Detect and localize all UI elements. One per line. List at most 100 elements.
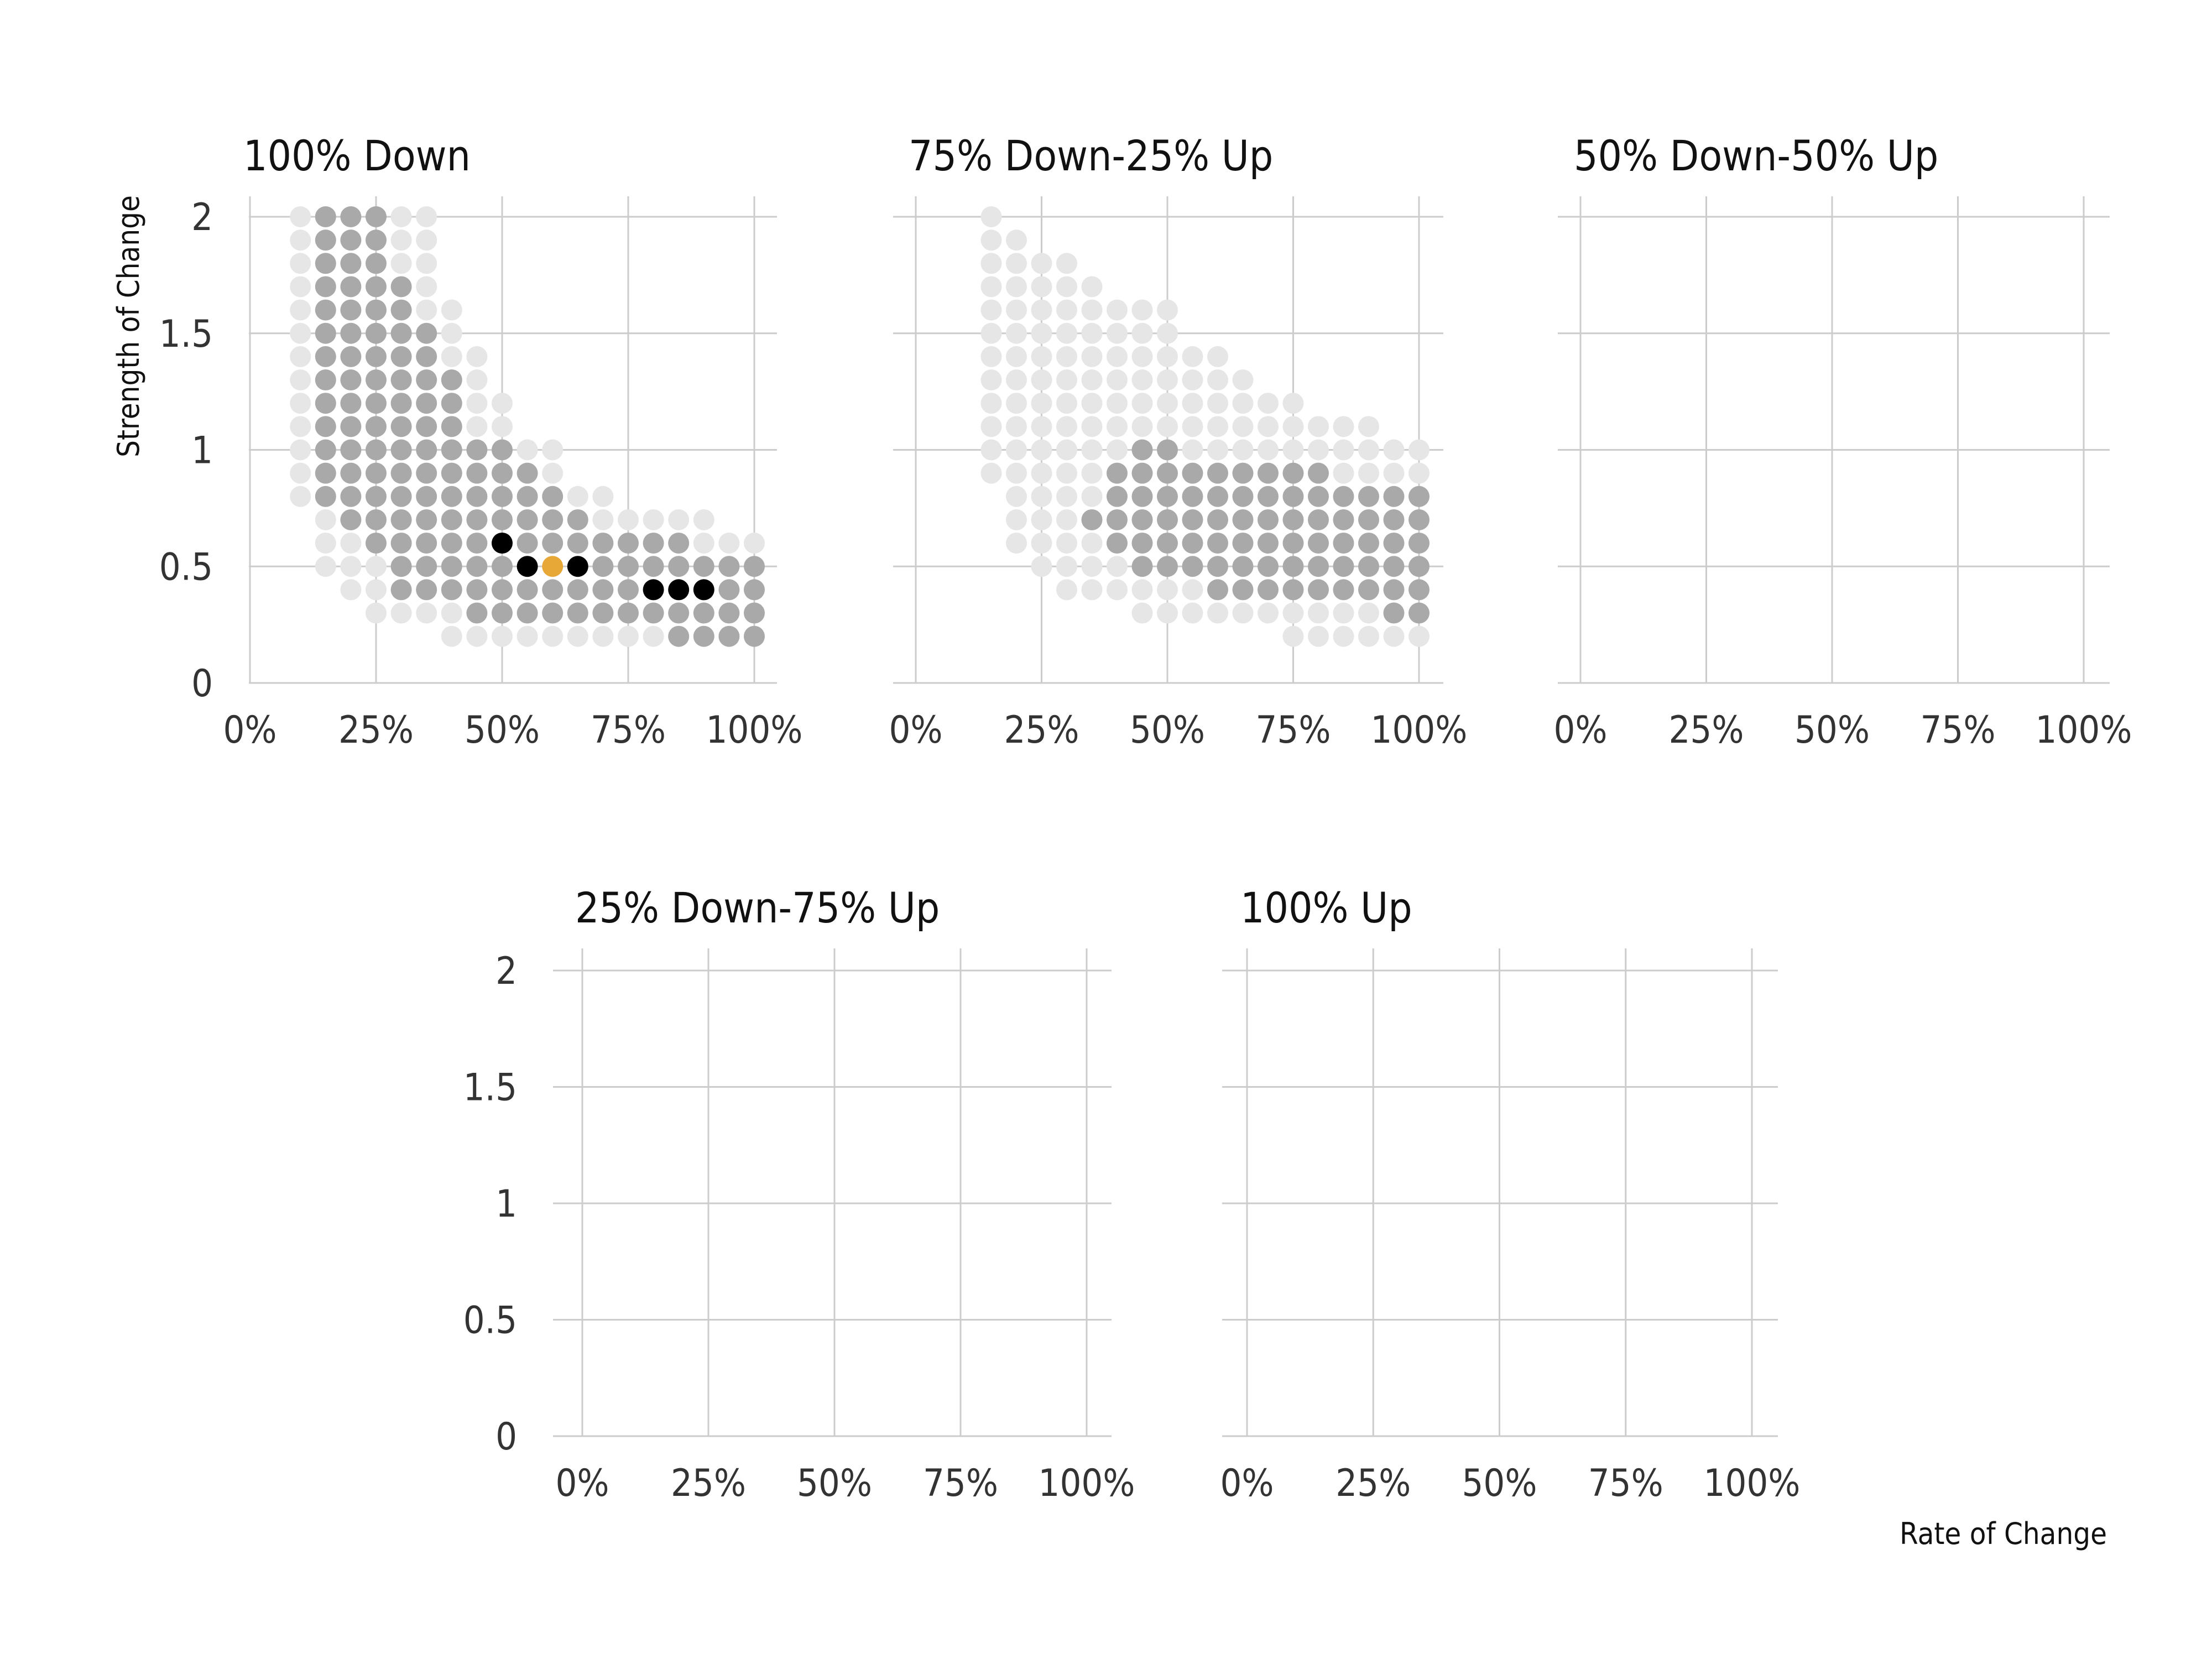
dot-light — [643, 625, 664, 647]
dot-light — [1131, 579, 1153, 601]
dot-light — [542, 625, 564, 647]
dot-light — [980, 253, 1002, 274]
dot-light — [466, 369, 488, 391]
dot-mid — [1258, 579, 1279, 601]
dot-light — [1031, 509, 1052, 530]
dot-mid — [366, 486, 387, 507]
x-tick-label: 25% — [1004, 708, 1079, 752]
dot-mid — [1081, 509, 1103, 530]
dot-mid — [592, 602, 614, 624]
dot-light — [1232, 416, 1254, 437]
dot-mid — [1232, 486, 1254, 507]
dot-mid — [517, 533, 538, 554]
dot-light — [980, 346, 1002, 367]
dot-light — [1056, 253, 1077, 274]
dot-mid — [1207, 533, 1228, 554]
dot-light — [1006, 322, 1027, 344]
dot-light — [592, 509, 614, 530]
y-tick-label: 1 — [495, 1182, 517, 1226]
x-tick-label: 0% — [889, 708, 942, 752]
dot-mid — [492, 602, 513, 624]
dot-light — [290, 276, 311, 298]
dot-mid — [366, 322, 387, 344]
dot-mid — [390, 393, 412, 414]
dot-mid — [340, 393, 362, 414]
dot-mid — [1358, 533, 1379, 554]
dot-light — [1056, 322, 1077, 344]
dot-mid — [340, 439, 362, 461]
dot-mid — [315, 369, 336, 391]
dot-light — [1333, 416, 1354, 437]
dot-mid — [390, 346, 412, 367]
x-tick-label: 100% — [706, 708, 803, 752]
dot-light — [290, 346, 311, 367]
dot-mid — [441, 393, 462, 414]
dot-mid — [1157, 556, 1178, 577]
dot-mid — [1308, 486, 1329, 507]
dot-light — [542, 439, 564, 461]
dot-light — [1333, 602, 1354, 624]
dot-mid — [1131, 439, 1153, 461]
dot-mid — [315, 229, 336, 251]
dot-mid — [668, 602, 690, 624]
dot-mid — [542, 486, 564, 507]
dot-light — [517, 439, 538, 461]
x-tick-label: 0% — [223, 708, 276, 752]
dot-light — [1081, 462, 1103, 484]
dot-black — [693, 579, 714, 601]
dot-mid — [1282, 533, 1304, 554]
dot-light — [1031, 416, 1052, 437]
dot-light — [1031, 322, 1052, 344]
x-tick-label: 50% — [1794, 708, 1870, 752]
dot-light — [1157, 369, 1178, 391]
dot-mid — [466, 486, 488, 507]
dot-light — [1056, 579, 1077, 601]
dot-mid — [340, 322, 362, 344]
dot-mid — [466, 556, 488, 577]
dot-light — [980, 229, 1002, 251]
dot-light — [390, 229, 412, 251]
panel-5: 100% Up 0% 25% 50% 75% 100% — [1220, 883, 1800, 1505]
dot-mid — [1131, 486, 1153, 507]
dot-mid — [1408, 602, 1430, 624]
dot-light — [1081, 393, 1103, 414]
dot-mid — [592, 579, 614, 601]
dot-light — [1107, 579, 1128, 601]
dot-mid — [517, 486, 538, 507]
dot-mid — [1408, 533, 1430, 554]
dot-light — [1157, 393, 1178, 414]
y-tick-label: 2 — [191, 196, 213, 239]
y-tick-label: 1 — [191, 429, 213, 473]
dot-light — [1031, 346, 1052, 367]
dot-light — [1081, 299, 1103, 321]
dot-mid — [1408, 579, 1430, 601]
y-tick-label: 0 — [495, 1415, 517, 1459]
dot-light — [1182, 393, 1203, 414]
dot-mid — [1308, 533, 1329, 554]
dot-mid — [315, 206, 336, 227]
dot-light — [1031, 369, 1052, 391]
dot-light — [1031, 556, 1052, 577]
dot-light — [290, 299, 311, 321]
dot-mid — [366, 369, 387, 391]
dot-mid — [315, 393, 336, 414]
dot-mid — [567, 509, 588, 530]
dot-light — [340, 556, 362, 577]
dot-mid — [366, 253, 387, 274]
dot-mid — [366, 533, 387, 554]
panel-title: 50% Down-50% Up — [1574, 131, 1938, 180]
dot-mid — [390, 369, 412, 391]
dot-light — [290, 322, 311, 344]
dot-mid — [1333, 579, 1354, 601]
y-tick-label: 0 — [191, 662, 213, 706]
dot-mid — [340, 509, 362, 530]
dot-mid — [1358, 556, 1379, 577]
dot-light — [290, 416, 311, 437]
x-tick-label: 100% — [1039, 1462, 1135, 1505]
dot-light — [1081, 322, 1103, 344]
dot-light — [1081, 346, 1103, 367]
x-tick-label: 75% — [1921, 708, 1996, 752]
dot-light — [1107, 416, 1128, 437]
dot-mid — [441, 533, 462, 554]
dot-light — [542, 462, 564, 484]
